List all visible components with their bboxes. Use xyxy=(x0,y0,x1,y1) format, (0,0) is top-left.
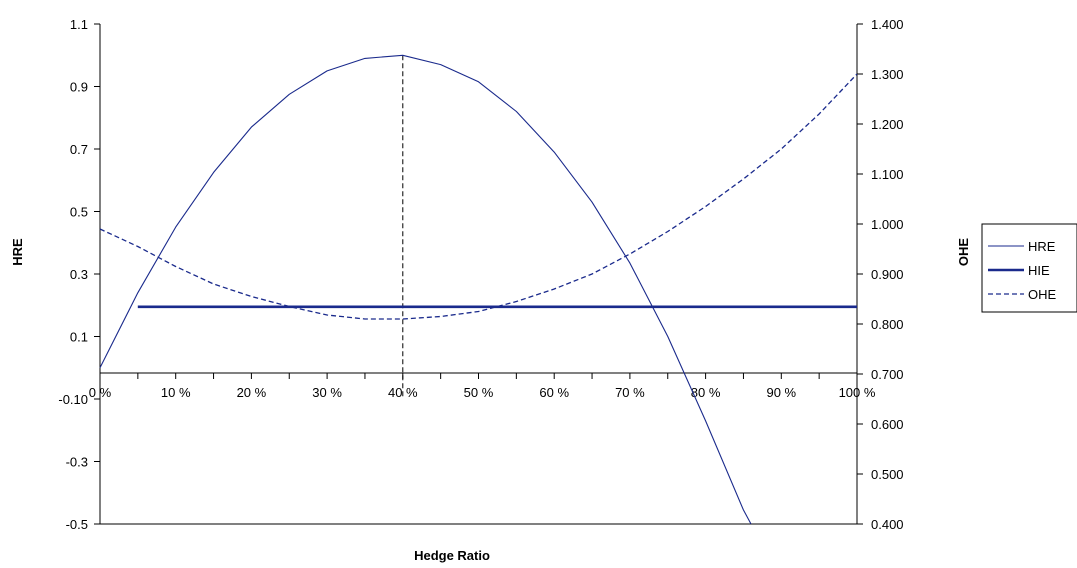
right-y-tick-label: 1.300 xyxy=(871,67,904,82)
left-y-tick-label: 0.9 xyxy=(70,80,88,95)
right-y-tick-label: 0.600 xyxy=(871,417,904,432)
left-y-tick-label: 0.3 xyxy=(70,267,88,282)
right-y-tick-label: 0.800 xyxy=(871,317,904,332)
right-y-tick-label: 1.200 xyxy=(871,117,904,132)
right-y-axis: 1.400 1.300 1.200 1.100 1.000 0.900 0.800 0.700… xyxy=(856,17,904,532)
x-tick-label: 90 % xyxy=(766,385,796,400)
x-axis: 0 % 10 % 20 % 30 % 40 % 50 % 60 % 70 % 80 % 90 % 1… xyxy=(89,372,876,400)
right-y-tick-label: 1.000 xyxy=(871,217,904,232)
x-tick-label: 80 % xyxy=(691,385,721,400)
left-y-tick-label: -0.10 xyxy=(58,392,88,407)
right-y-tick-label: 0.900 xyxy=(871,267,904,282)
x-tick-label: 50 % xyxy=(464,385,494,400)
x-tick-label: 0 % xyxy=(89,385,112,400)
x-tick-label: 10 % xyxy=(161,385,191,400)
x-tick-label: 20 % xyxy=(237,385,267,400)
legend-label-hie: HIE xyxy=(1028,263,1050,278)
x-tick-label: 70 % xyxy=(615,385,645,400)
left-y-tick-label: -0.5 xyxy=(66,517,88,532)
x-tick-label: 40 % xyxy=(388,385,418,400)
left-y-tick-label: 0.7 xyxy=(70,142,88,157)
left-y-axis: 1.1 0.9 0.7 0.5 0.3 0.1 -0.10 -0.3 -0.5 xyxy=(58,17,101,532)
right-y-tick-label: 0.500 xyxy=(871,467,904,482)
legend: HRE HIE OHE xyxy=(981,223,1077,313)
x-axis-title: Hedge Ratio xyxy=(414,548,490,563)
legend-box xyxy=(981,223,1077,313)
left-y-tick-label: 1.1 xyxy=(70,17,88,32)
right-y-tick-label: 1.100 xyxy=(871,167,904,182)
right-y-axis-title: OHE xyxy=(956,238,971,267)
left-y-tick-label: 0.1 xyxy=(70,330,88,345)
plot-area xyxy=(100,55,857,525)
x-tick-label: 100 % xyxy=(839,385,876,400)
x-tick-label: 60 % xyxy=(539,385,569,400)
legend-label-ohe: OHE xyxy=(1028,287,1057,302)
series-layer xyxy=(99,54,858,525)
right-y-tick-label: 1.400 xyxy=(871,17,904,32)
x-tick-label: 30 % xyxy=(312,385,342,400)
left-y-tick-label: 0.5 xyxy=(70,205,88,220)
series-line-hre xyxy=(99,54,752,525)
left-y-axis-title: HRE xyxy=(10,238,25,266)
right-y-tick-label: 0.700 xyxy=(871,367,904,382)
series-line-ohe xyxy=(99,73,858,320)
legend-label-hre: HRE xyxy=(1028,239,1056,254)
left-y-tick-label: -0.3 xyxy=(66,455,88,470)
right-y-tick-label: 0.400 xyxy=(871,517,904,532)
